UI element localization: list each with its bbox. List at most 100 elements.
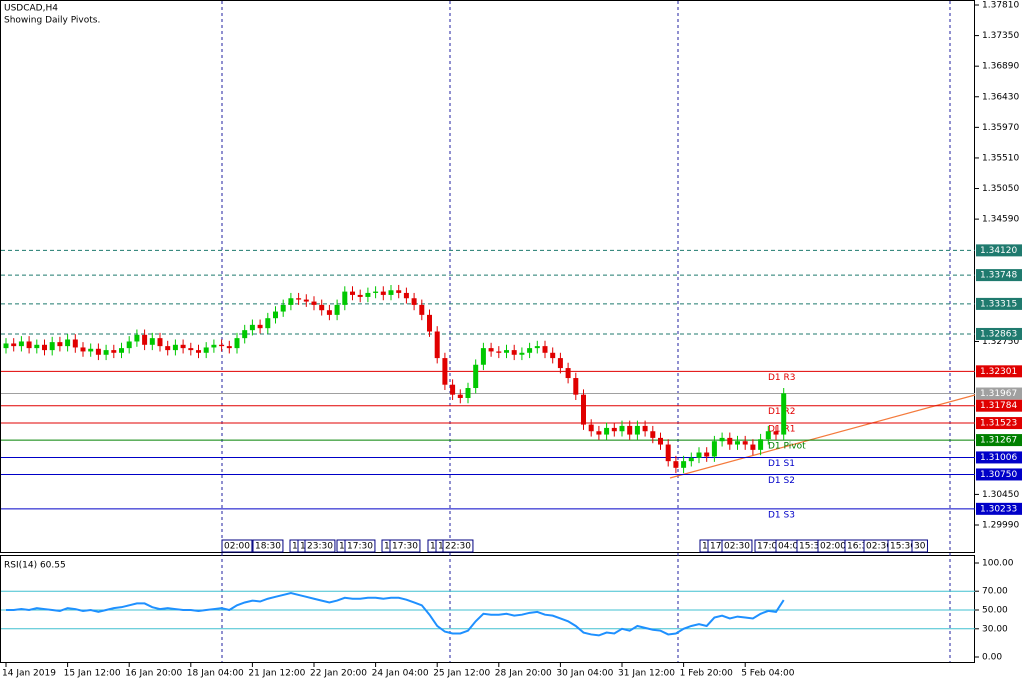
candle-body: [473, 364, 479, 389]
candle-body: [781, 393, 787, 435]
level-label: 1.30233: [980, 504, 1017, 514]
candle-body: [365, 292, 371, 297]
candle-body: [565, 368, 571, 379]
candle-body: [688, 457, 694, 462]
candle-body: [758, 439, 764, 450]
candle-body: [172, 344, 178, 351]
x-tick-label: 1 Feb 20:00: [680, 669, 734, 679]
candle-body: [226, 346, 232, 349]
candle-body: [49, 342, 55, 351]
time-marker-box: [721, 539, 753, 553]
main-frame: [0, 0, 975, 553]
x-tick-label: 31 Jan 12:00: [618, 669, 675, 679]
candle-body: [588, 424, 594, 432]
level-name: D1 S3: [768, 510, 795, 520]
time-marker: 02:30: [866, 542, 892, 552]
trend-line: [669, 394, 976, 479]
y-tick-label: 1.35970: [982, 123, 1019, 133]
time-marker: 02:00: [820, 542, 846, 552]
level-box: [976, 502, 1022, 515]
time-marker: 16:3: [847, 542, 867, 552]
candle-body: [203, 347, 209, 353]
candle-body: [142, 334, 148, 345]
candle-body: [658, 437, 663, 445]
x-tick-label: 25 Jan 12:00: [433, 669, 490, 679]
time-marker: 1: [384, 542, 390, 552]
candle-body: [619, 425, 625, 432]
x-tick-label: 15 Jan 12:00: [64, 669, 121, 679]
time-marker-box: [344, 539, 376, 553]
candle-body: [542, 346, 548, 353]
candle-body: [18, 341, 24, 347]
time-marker: 22:30: [445, 542, 471, 552]
candle-body: [711, 441, 717, 457]
candle-body: [350, 291, 355, 295]
x-tick-label: 24 Jan 04:00: [372, 669, 429, 679]
y-tick-label: 1.35510: [982, 153, 1019, 163]
level-box: [976, 365, 1022, 378]
candle-body: [750, 444, 756, 450]
level-box: [976, 417, 1022, 430]
candle-body: [419, 304, 425, 315]
candle-body: [450, 384, 456, 395]
candle-body: [265, 318, 271, 329]
candle-body: [11, 343, 17, 347]
level-label: 1.31523: [980, 419, 1017, 429]
candle-body: [627, 425, 633, 435]
candle-body: [504, 350, 509, 353]
candle-body: [249, 324, 255, 331]
candle-body: [735, 441, 740, 445]
candle-body: [534, 346, 540, 349]
level-label: 1.33315: [980, 299, 1017, 309]
level-name: D1 S1: [768, 459, 795, 469]
candle-body: [219, 344, 225, 347]
candle-body: [88, 348, 94, 352]
candle-body: [388, 290, 394, 295]
candle-body: [280, 304, 286, 312]
level-box: [976, 244, 1022, 257]
candle-body: [511, 350, 517, 355]
level-label: 1.32301: [980, 367, 1017, 377]
candle-body: [704, 452, 710, 457]
candle-body: [334, 304, 340, 315]
y-tick-label: 30.00: [982, 624, 1008, 634]
time-marker: 1: [702, 542, 708, 552]
candle-body: [411, 298, 417, 305]
candle-body: [581, 394, 586, 425]
chart-subtitle: Showing Daily Pivots.: [4, 16, 100, 26]
candle-body: [311, 301, 317, 305]
candle-body: [211, 344, 217, 348]
candle-body: [373, 291, 379, 293]
y-tick-label: 1.29990: [982, 521, 1019, 531]
x-tick-label: 5 Feb 04:00: [741, 669, 795, 679]
time-marker: 23:30: [307, 542, 333, 552]
time-marker: 17:01: [757, 542, 783, 552]
candle-body: [188, 348, 194, 351]
time-marker-box: [221, 539, 253, 553]
candle-body: [95, 348, 101, 355]
y-tick-label: 1.37810: [982, 1, 1019, 11]
time-marker: 1: [430, 542, 436, 552]
level-label: 1.31267: [980, 436, 1017, 446]
day-separators: [221, 1, 951, 662]
y-tick-label: 1.37350: [982, 31, 1019, 41]
x-tick-label: 16 Jan 20:00: [125, 669, 182, 679]
time-marker-box: [389, 539, 421, 553]
candle-body: [319, 304, 325, 311]
level-name: D1 Pivot: [768, 442, 806, 452]
candle-body: [457, 394, 463, 398]
candle-body: [180, 344, 186, 349]
candle-body: [103, 350, 109, 355]
y-tick-label: 0.00: [982, 653, 1002, 663]
time-marker: 17:30: [392, 542, 418, 552]
level-box: [976, 434, 1022, 447]
level-box: [976, 468, 1022, 481]
candle-body: [634, 425, 640, 435]
candle-body: [357, 294, 363, 297]
candle-body: [681, 461, 687, 468]
candle-body: [288, 298, 294, 305]
candle-body: [134, 334, 140, 342]
candle-body: [111, 350, 117, 353]
candle-body: [72, 339, 78, 348]
time-marker: 04:00: [778, 542, 804, 552]
